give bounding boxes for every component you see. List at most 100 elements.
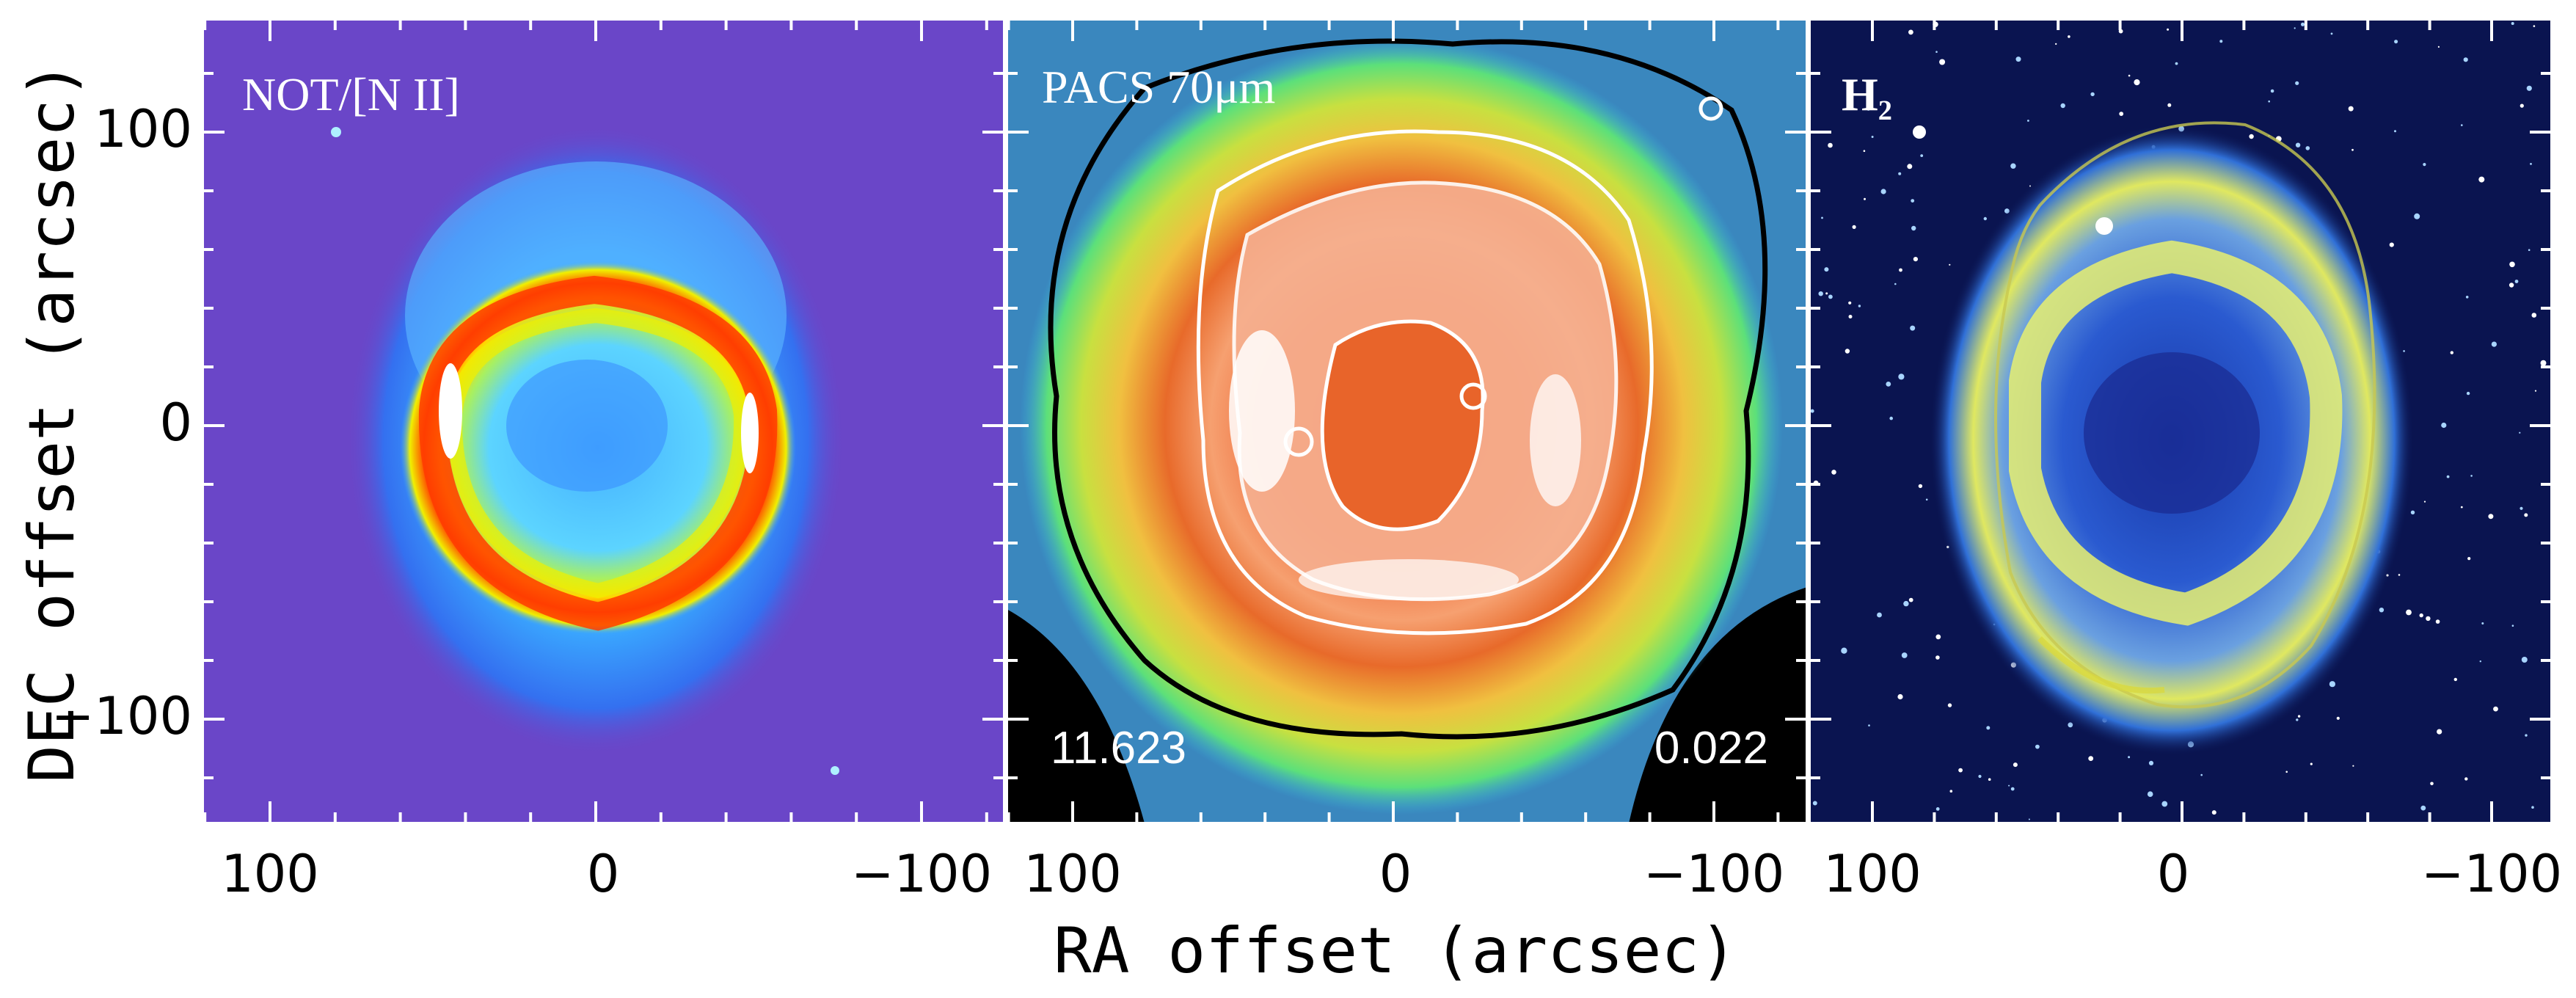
x-tick-label: 0 xyxy=(587,844,620,904)
star xyxy=(2294,27,2296,29)
star xyxy=(2148,760,2154,765)
star xyxy=(1871,136,1874,138)
star xyxy=(1898,374,1905,380)
star xyxy=(2305,146,2310,150)
y-tick-label: 100 xyxy=(94,99,192,159)
x-tick-label: −100 xyxy=(851,844,992,904)
x-tick-label: 0 xyxy=(2157,844,2190,904)
star xyxy=(2460,506,2463,509)
star xyxy=(2446,475,2450,478)
star xyxy=(2118,29,2123,34)
star xyxy=(2493,706,2498,712)
star xyxy=(2008,784,2010,787)
star xyxy=(1908,29,1913,35)
star xyxy=(2167,28,2170,31)
star xyxy=(2464,777,2468,781)
star xyxy=(2488,514,2494,520)
star xyxy=(2526,85,2532,91)
panel-pacs-bright-bottom xyxy=(1299,559,1519,600)
star xyxy=(1841,647,1847,654)
star xyxy=(2301,22,2305,26)
star xyxy=(2249,134,2254,139)
star xyxy=(1848,315,1853,318)
star xyxy=(1812,801,1817,806)
star xyxy=(2175,62,2178,65)
star xyxy=(1848,301,1852,305)
star xyxy=(2285,771,2288,773)
star xyxy=(2479,660,2481,663)
x-axis: 100 0 −100 100 0 −100 100 0 −100 RA offs… xyxy=(221,844,2562,988)
star xyxy=(1899,268,1902,272)
star xyxy=(2389,242,2394,247)
star xyxy=(1958,768,1963,773)
star xyxy=(2414,213,2420,219)
star xyxy=(1935,634,1941,640)
star xyxy=(1935,655,1940,660)
star xyxy=(1894,283,1897,285)
star xyxy=(2028,818,2030,820)
star xyxy=(2465,296,2469,299)
star xyxy=(2521,657,2528,663)
panel-pacs-value-right: 0.022 xyxy=(1654,723,1768,773)
y-tick-label: 0 xyxy=(159,393,192,453)
star xyxy=(2090,92,2095,97)
star xyxy=(1831,470,1836,475)
panel-nii-star xyxy=(331,127,341,137)
star xyxy=(2519,431,2521,434)
star xyxy=(1898,172,1902,175)
star xyxy=(2437,45,2440,48)
star xyxy=(2491,341,2497,347)
panel-nii-bright-spot-right xyxy=(741,393,759,473)
star xyxy=(1983,216,1987,221)
star xyxy=(2161,801,2168,807)
star xyxy=(1868,724,1870,726)
star xyxy=(2511,22,2514,25)
star xyxy=(2410,510,2415,514)
star xyxy=(2423,163,2426,167)
star xyxy=(2348,106,2354,112)
star xyxy=(2055,43,2057,45)
star xyxy=(2336,716,2340,720)
star xyxy=(1986,726,1991,730)
star xyxy=(2467,557,2471,561)
star xyxy=(2533,25,2536,27)
star xyxy=(2330,32,2333,35)
star xyxy=(2511,624,2514,627)
star xyxy=(2379,608,2385,613)
star xyxy=(2514,280,2519,283)
star xyxy=(2419,613,2423,618)
panel-pacs-small-contour xyxy=(1283,426,1314,457)
star xyxy=(1910,325,1916,331)
star xyxy=(2015,57,2021,62)
panel-h2-label: H₂ xyxy=(1842,68,1892,120)
panel-nii-star xyxy=(831,766,839,775)
star xyxy=(1935,51,1938,53)
panel-pacs-small-contour xyxy=(1699,96,1723,121)
star xyxy=(1907,164,1913,170)
tick-marks xyxy=(202,19,2552,823)
star xyxy=(2394,40,2398,44)
star xyxy=(2010,787,2015,791)
panel-pacs-label: PACS 70μm xyxy=(1042,61,1275,113)
panel-nii-ring-yellow-arc xyxy=(447,307,749,599)
panel-h2-yellow-ring xyxy=(2009,240,2343,626)
panel-h2-center xyxy=(2084,352,2260,514)
star xyxy=(2027,120,2029,122)
star xyxy=(1864,197,1866,200)
star xyxy=(2481,622,2484,624)
star xyxy=(2060,103,2065,109)
star xyxy=(1918,484,1923,489)
panel-h2-bright-star xyxy=(2095,217,2113,235)
x-tick-label: −100 xyxy=(1643,844,1784,904)
y-axis: 100 0 −100 DEC offset (arcsec) xyxy=(15,61,192,783)
star xyxy=(2509,283,2514,288)
star xyxy=(1828,142,1833,148)
panel-pacs-value-left: 11.623 xyxy=(1051,723,1186,773)
star xyxy=(2088,756,2094,761)
star xyxy=(1825,292,1828,295)
panel-pacs-white-contour-outer xyxy=(1196,129,1654,635)
star xyxy=(2441,422,2447,429)
x-tick-label: −100 xyxy=(2421,844,2562,904)
star xyxy=(2520,506,2523,510)
star xyxy=(2461,124,2463,126)
